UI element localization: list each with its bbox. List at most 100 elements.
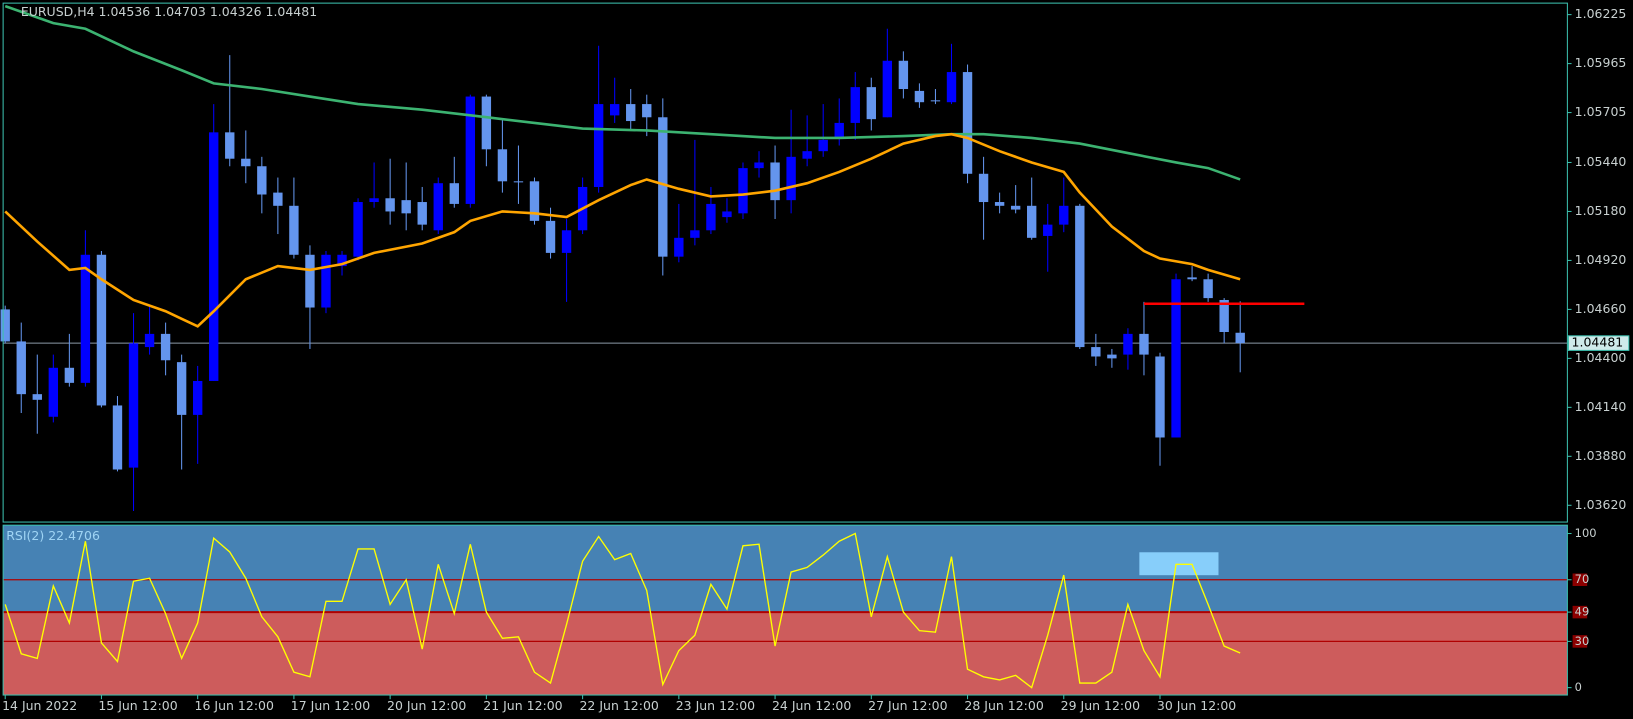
candle-body: [305, 254, 315, 308]
candle-body: [32, 394, 42, 400]
rsi-title: RSI(2) 22.4706: [6, 528, 100, 543]
x-tick-label: 24 Jun 12:00: [772, 698, 851, 713]
candle-body: [353, 202, 363, 257]
y-tick-label: 1.05180: [1575, 203, 1627, 218]
tick-label-box: [1572, 605, 1588, 619]
tick-label-box: [1572, 573, 1588, 586]
x-tick-label: 15 Jun 12:00: [98, 698, 177, 713]
candle-body: [1075, 205, 1085, 348]
candle-body: [818, 139, 828, 152]
candle-body: [674, 237, 684, 257]
candle-body: [16, 341, 26, 395]
y-tick-label: 1.03880: [1575, 448, 1627, 463]
candle-body: [176, 362, 187, 415]
candle-body: [1010, 205, 1021, 210]
candle-body: [1123, 333, 1133, 355]
candle-body: [658, 117, 668, 257]
candle-body: [722, 211, 732, 218]
candle-body: [786, 156, 796, 201]
candle-body: [962, 72, 973, 174]
candle-body: [738, 168, 748, 214]
candle-body: [626, 104, 636, 122]
candle-body: [497, 149, 508, 182]
candle-body: [321, 254, 331, 308]
candle-body: [241, 158, 251, 167]
candle-body: [946, 72, 957, 103]
candle-body: [1091, 347, 1101, 357]
candle-body: [0, 309, 10, 342]
candle-body: [369, 198, 379, 203]
chart-title: EURUSD,H4 1.04536 1.04703 1.04326 1.0448…: [21, 4, 317, 19]
candle-body: [898, 60, 909, 90]
candle-body: [1043, 224, 1053, 236]
candle-body: [609, 104, 620, 116]
y-tick-label: 1.05965: [1575, 55, 1627, 70]
y-tick-label: 70: [1575, 572, 1590, 586]
y-tick-label: 1.05705: [1575, 104, 1627, 119]
candle-body: [449, 183, 459, 204]
lower-zone: [3, 612, 1568, 696]
candle-body: [96, 254, 107, 406]
candle-body: [465, 96, 476, 204]
candle-body: [850, 87, 860, 123]
candle-body: [802, 151, 812, 159]
candle-body: [128, 343, 139, 468]
x-tick-label: 22 Jun 12:00: [579, 698, 658, 713]
candle-body: [337, 254, 347, 267]
candle-body: [289, 205, 299, 255]
candle-body: [1059, 205, 1069, 225]
candle-body: [401, 200, 411, 214]
candle-body: [433, 183, 443, 231]
candle-body: [1219, 299, 1229, 333]
candle-body: [481, 96, 492, 150]
candle-body: [642, 104, 652, 118]
y-tick-label: 49: [1575, 605, 1590, 619]
candle-body: [930, 100, 941, 102]
y-tick-label: 1.03620: [1575, 497, 1627, 512]
candle-body: [529, 181, 540, 221]
y-tick-label: 0: [1575, 680, 1582, 694]
candle-body: [513, 181, 524, 183]
y-tick-label: 1.04140: [1575, 399, 1627, 414]
x-tick-label: 23 Jun 12:00: [676, 698, 755, 713]
candle-body: [144, 333, 155, 348]
candle-body: [978, 173, 989, 203]
candle-body: [385, 198, 395, 212]
moving-average: [4, 4, 1241, 181]
candle-body: [561, 230, 572, 253]
candle-body: [994, 202, 1005, 206]
candle-body: [770, 162, 780, 201]
rsi-frame: [2, 524, 1568, 696]
candle-body: [1171, 279, 1181, 438]
candle-body: [882, 60, 893, 118]
candle-body: [225, 132, 235, 159]
x-tick-label: 14 Jun 2022: [2, 698, 77, 713]
candle-body: [1027, 205, 1037, 238]
candle-body: [690, 230, 700, 238]
candle-body: [80, 254, 91, 383]
rsi-line: [4, 532, 1241, 689]
candle-body: [209, 132, 219, 381]
price-label: 1.04481: [1572, 335, 1624, 350]
x-tick-label: 28 Jun 12:00: [964, 698, 1043, 713]
y-tick-label: 1.04920: [1575, 252, 1627, 267]
candle-body: [866, 87, 876, 120]
candle-body: [1235, 332, 1245, 344]
candle-body: [1187, 277, 1197, 280]
candle-body: [914, 90, 925, 103]
candle-body: [112, 405, 123, 470]
y-tick-label: 100: [1575, 526, 1597, 540]
x-tick-label: 29 Jun 12:00: [1061, 698, 1140, 713]
candle-body: [593, 104, 604, 187]
candle-body: [1203, 279, 1213, 299]
y-tick-label: 1.05440: [1575, 154, 1627, 169]
y-tick-label: 1.04400: [1575, 350, 1627, 365]
plot: [0, 4, 1568, 511]
x-tick-label: 27 Jun 12:00: [868, 698, 947, 713]
candle-body: [706, 203, 716, 231]
main-frame: [2, 2, 1568, 523]
y-tick-label: 1.06225: [1575, 6, 1627, 21]
x-tick-label: 21 Jun 12:00: [483, 698, 562, 713]
y-tick-label: 1.04660: [1575, 301, 1627, 316]
